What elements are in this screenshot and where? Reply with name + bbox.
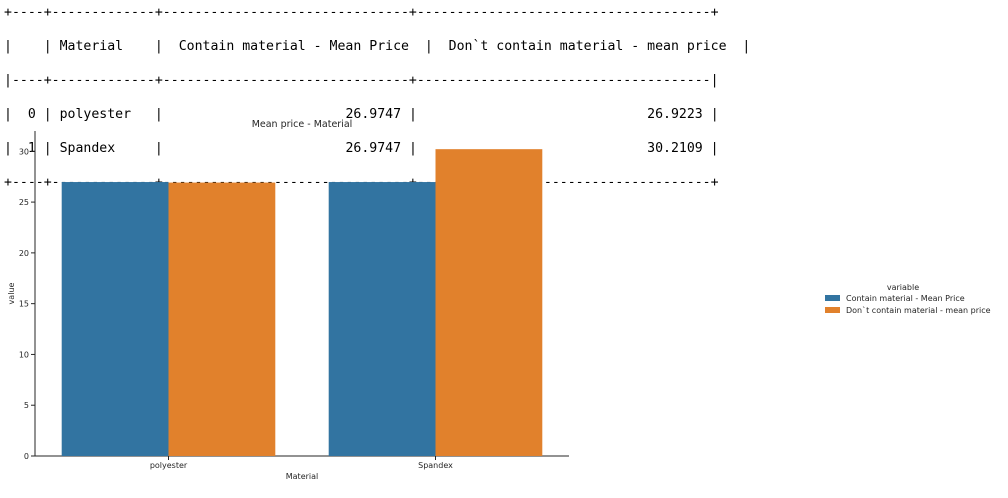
legend-swatch-1	[825, 307, 840, 313]
table-cell-contain: 26.9747	[345, 141, 402, 156]
table-header-contain: Contain material - Mean Price	[178, 39, 409, 54]
bar-polyester-series-1	[168, 182, 276, 457]
table-border-top: +----+-------------+--------------------…	[4, 5, 719, 20]
legend-title: variable	[887, 283, 919, 292]
table-cell-material: Spandex	[59, 141, 116, 156]
legend-entry-1: Don`t contain material - mean price	[846, 305, 991, 315]
x-tick-label: Spandex	[418, 461, 453, 470]
table-cell-material: polyester	[59, 107, 132, 122]
bar-polyester-series-0	[61, 182, 169, 456]
y-tick-label: 15	[19, 300, 29, 309]
y-tick-label: 10	[19, 350, 29, 359]
table-border-middle: |----+-------------+--------------------…	[4, 73, 719, 88]
y-tick-label: 5	[24, 401, 29, 410]
legend-entry-0: Contain material - Mean Price	[846, 294, 965, 303]
table-cell-index: 0	[27, 107, 36, 122]
table-header-row: | | Material | Contain material - Mean P…	[4, 39, 751, 54]
bar-spandex-series-0	[328, 182, 436, 456]
table-cell-not-contain: 30.2109	[647, 141, 703, 156]
legend-swatch-0	[825, 295, 840, 301]
x-axis-label: Material	[286, 472, 319, 481]
table-cell-contain: 26.9747	[345, 107, 402, 122]
y-tick-label: 20	[19, 249, 29, 258]
table-cell-index: 1	[27, 141, 36, 156]
y-tick-label: 30	[19, 147, 29, 156]
x-tick-label: polyester	[150, 461, 188, 470]
table-row: | 0 | polyester | 26.9747 | 26.9223 |	[4, 107, 719, 122]
chart-title: Mean price - Material	[252, 119, 353, 130]
bar-spandex-series-1	[435, 149, 543, 457]
table-header-not-contain: Don`t contain material - mean price	[448, 39, 727, 54]
table-header-material: Material	[59, 39, 124, 54]
y-axis-label: value	[7, 283, 16, 305]
y-tick-label: 25	[19, 198, 29, 207]
table-row: | 1 | Spandex | 26.9747 | 30.2109 |	[4, 141, 719, 156]
y-tick-label: 0	[24, 452, 29, 461]
table-cell-not-contain: 26.9223	[647, 107, 703, 122]
